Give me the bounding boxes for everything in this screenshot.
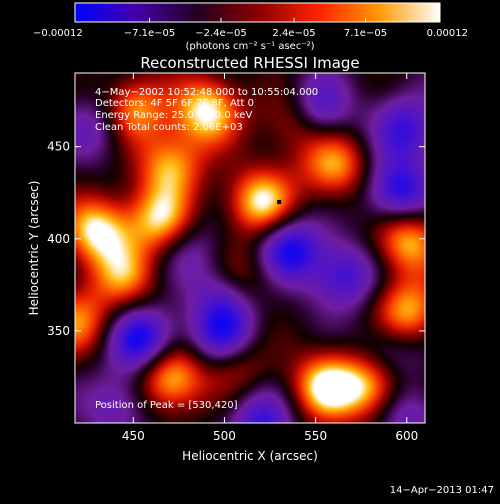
colorbar-tick-label: −7.1e−05 <box>124 28 176 39</box>
x-axis-ticks: 450 500 550 600 <box>122 73 418 443</box>
colorbar <box>74 2 441 23</box>
peak-position-label: Position of Peak = [530,420] <box>95 400 238 411</box>
x-tick-label: 450 <box>122 429 145 443</box>
y-tick-label: 400 <box>47 232 70 246</box>
x-tick-label: 600 <box>395 429 418 443</box>
plot-frame <box>74 72 426 424</box>
x-tick-label: 500 <box>213 429 236 443</box>
annotation-time: 4−May−2002 10:52:48.000 to 10:55:04.000 <box>95 87 318 98</box>
colorbar-ticks: −0.00012 −7.1e−05 −2.4e−05 2.4e−05 7.1e−05 0.… <box>33 18 468 39</box>
colorbar-tick-label: 2.4e−05 <box>272 28 315 39</box>
x-tick-label: 550 <box>304 429 327 443</box>
colorbar-tick-label: −2.4e−05 <box>195 28 247 39</box>
heatmap-container <box>75 73 425 423</box>
heatmap-image <box>75 73 425 423</box>
y-axis-label: Heliocentric Y (arcsec) <box>27 181 41 316</box>
footer-timestamp: 14−Apr−2013 01:47 <box>390 485 494 496</box>
annotation-block: 4−May−2002 10:52:48.000 to 10:55:04.000 … <box>95 87 318 133</box>
y-axis-ticks: 350 400 450 <box>47 140 425 338</box>
colorbar-tick-label: 7.1e−05 <box>344 28 387 39</box>
x-axis-label: Heliocentric X (arcsec) <box>182 449 318 463</box>
chart-title: Reconstructed RHESSI Image <box>140 54 359 72</box>
plot-area <box>74 72 426 424</box>
annotation-detectors: Detectors: 4F 5F 6F 7F 8F, Att 0 <box>95 98 254 109</box>
colorbar-tick-label: −0.00012 <box>33 28 83 39</box>
annotation-energy: Energy Range: 25.0 − 50.0 keV <box>95 110 252 121</box>
colorbar-unit-label: (photons cm⁻² s⁻¹ asec⁻²) <box>185 41 314 52</box>
annotation-counts: Clean Total counts: 2.06E+03 <box>95 122 243 133</box>
colorbar-tick-label: 0.00012 <box>427 28 468 39</box>
y-tick-label: 350 <box>47 324 70 338</box>
y-tick-label: 450 <box>47 140 70 154</box>
peak-marker <box>277 199 282 204</box>
